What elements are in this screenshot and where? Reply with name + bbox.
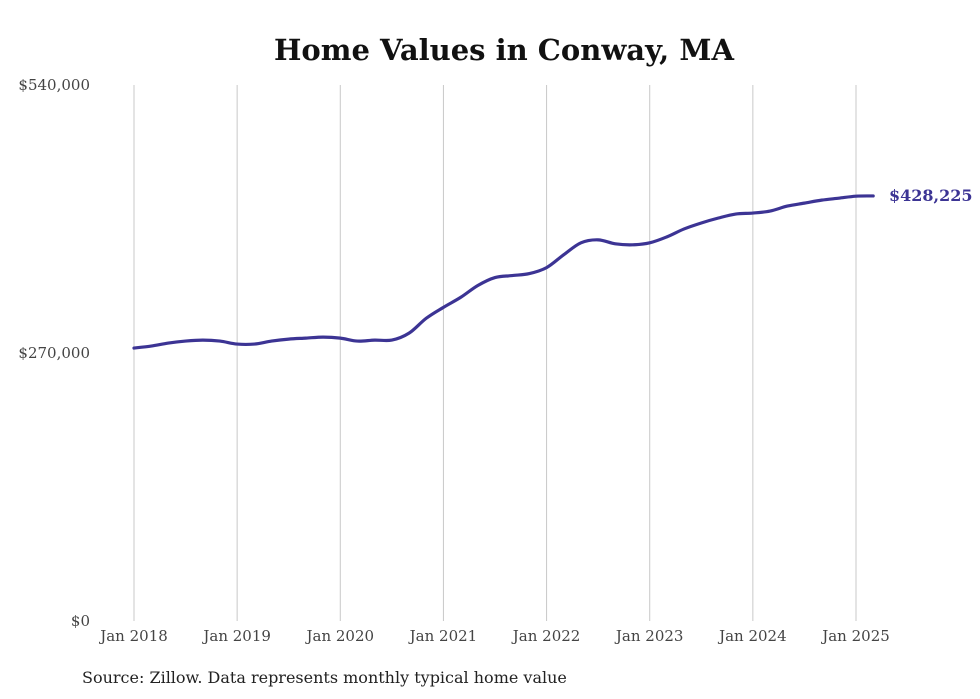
x-tick-label: Jan 2018	[98, 627, 168, 645]
y-tick-label: $270,000	[18, 344, 90, 362]
chart-title: Home Values in Conway, MA	[274, 33, 734, 67]
x-tick-label: Jan 2022	[511, 627, 581, 645]
gridlines	[133, 85, 857, 621]
x-tick-label: Jan 2021	[408, 627, 478, 645]
x-tick-label: Jan 2019	[201, 627, 271, 645]
x-tick-label: Jan 2023	[614, 627, 684, 645]
x-tick-label: Jan 2025	[820, 627, 890, 645]
source-note: Source: Zillow. Data represents monthly …	[82, 668, 567, 687]
x-tick-label: Jan 2024	[717, 627, 787, 645]
series-line-0	[132, 194, 875, 350]
end-value-label: $428,225	[889, 186, 973, 205]
y-axis-ticks: $0 $270,000 $540,000	[18, 76, 90, 630]
series-layer	[132, 194, 875, 350]
y-tick-label: $540,000	[18, 76, 90, 94]
y-tick-label: $0	[71, 612, 90, 630]
x-tick-label: Jan 2020	[305, 627, 375, 645]
x-axis-ticks: Jan 2018 Jan 2019 Jan 2020 Jan 2021 Jan 2022…	[98, 627, 890, 645]
